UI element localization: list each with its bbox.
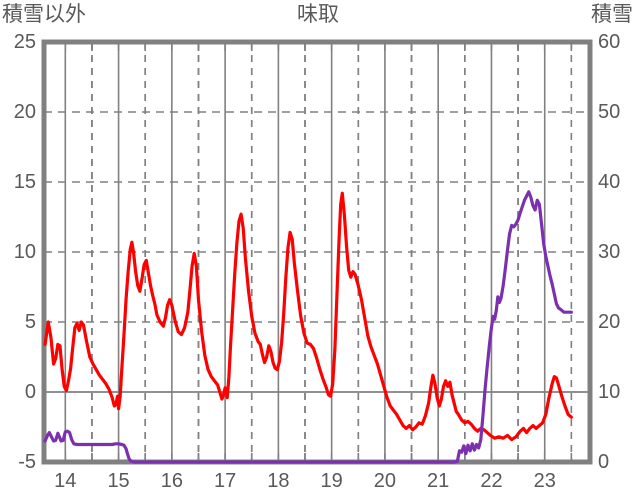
x-axis-tick-label: 15 <box>107 470 130 492</box>
x-axis-tick-label: 23 <box>533 470 556 492</box>
y-axis-tick-label: 25 <box>13 31 36 53</box>
y-axis-tick-label: 15 <box>13 171 36 193</box>
series-line-snow-depth <box>43 190 573 464</box>
y-axis-tick-label: 10 <box>13 241 36 263</box>
chart-title: 味取 <box>297 3 339 26</box>
y2-axis-tick-label: 10 <box>598 381 621 403</box>
x-axis-tick-label: 18 <box>267 470 290 492</box>
x-axis-tick-label: 22 <box>480 470 503 492</box>
y2-axis-tick-label: 30 <box>598 241 621 263</box>
x-axis-tick-label: 19 <box>320 470 343 492</box>
x-axis-tick-label: 16 <box>160 470 183 492</box>
right-axis-title: 積雪 <box>591 3 633 26</box>
y-axis-tick-label: 0 <box>24 381 36 403</box>
x-axis-tick-label: 20 <box>373 470 397 492</box>
y2-axis-tick-label: 60 <box>598 31 621 53</box>
y2-axis-tick-label: 0 <box>598 451 610 473</box>
x-axis-tick-label: 17 <box>213 470 237 492</box>
gridlines <box>44 42 590 462</box>
y2-axis-tick-label: 50 <box>598 101 621 123</box>
x-axis-tick-label: 21 <box>427 470 450 492</box>
y-axis-tick-label: 5 <box>24 311 36 333</box>
x-axis-tick-label: 14 <box>54 470 77 492</box>
y2-axis-tick-label: 40 <box>598 171 621 193</box>
data-series-layer <box>43 190 573 464</box>
y2-axis-tick-label: 20 <box>598 311 621 333</box>
series-line-non-snow <box>43 191 573 442</box>
left-axis-title: 積雪以外 <box>2 3 86 26</box>
y-axis-tick-label: 20 <box>13 101 36 123</box>
y-axis-tick-label: -5 <box>18 451 36 473</box>
